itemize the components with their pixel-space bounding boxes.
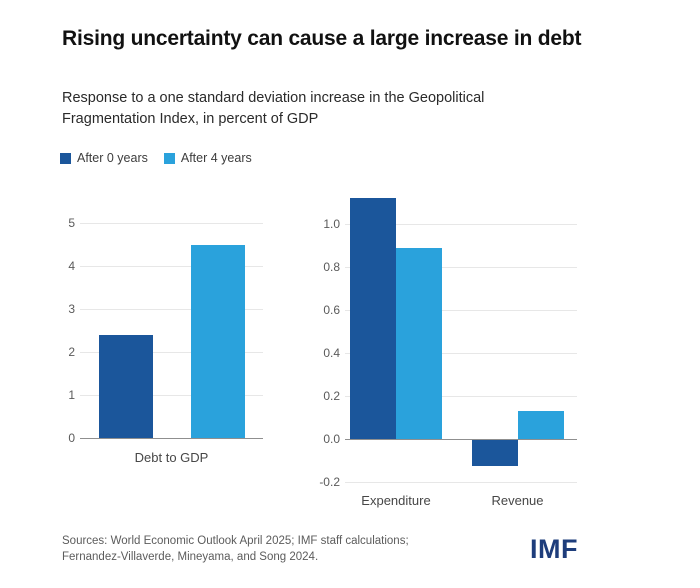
y-tick-label: 0.6 <box>323 303 340 317</box>
imf-logo: IMF <box>530 534 578 564</box>
bar-chart-expenditure-revenue: -0.2 0.0 0.2 0.4 0.6 0.8 1.0 Expenditure Revenue <box>300 190 592 520</box>
category-label: Debt to GDP <box>134 450 209 465</box>
gridline <box>345 310 577 311</box>
bar-revenue-s0 <box>471 440 518 466</box>
gridline <box>80 352 263 353</box>
y-tick-label: 0.2 <box>323 389 340 403</box>
legend-label: After 0 years <box>77 151 148 165</box>
page-title: Rising uncertainty can cause a large inc… <box>62 27 582 50</box>
source-line-1: Sources: World Economic Outlook April 20… <box>62 535 409 547</box>
y-tick-label: 3 <box>68 302 75 316</box>
bar-expenditure-s1 <box>396 247 442 439</box>
legend-swatch-light-blue <box>163 152 175 164</box>
bar-expenditure-s0 <box>350 198 396 439</box>
gridline <box>345 267 577 268</box>
source-note: Sources: World Economic Outlook April 20… <box>62 533 502 565</box>
bar-debt-to-gdp-s1 <box>190 244 245 438</box>
bar-debt-to-gdp-s0 <box>98 334 153 438</box>
category-label: Revenue <box>491 493 544 508</box>
chart-legend: After 0 years After 4 years <box>60 151 252 165</box>
gridline <box>345 353 577 354</box>
gridline <box>345 224 577 225</box>
category-label: Expenditure <box>361 493 431 508</box>
gridline <box>345 396 577 397</box>
gridline <box>80 395 263 396</box>
legend-item-after-0-years: After 0 years <box>60 151 148 165</box>
y-tick-label: 4 <box>68 259 75 273</box>
y-tick-label: 0 <box>68 431 75 445</box>
y-tick-label: 0.8 <box>323 260 340 274</box>
y-tick-label: 1 <box>68 388 75 402</box>
gridline <box>345 482 577 483</box>
bar-chart-debt-to-gdp: 0 1 2 3 4 5 Debt to GDP <box>55 198 290 483</box>
bar-revenue-s1 <box>517 411 564 439</box>
source-line-2: Fernandez-Villaverde, Mineyama, and Song… <box>62 551 319 563</box>
figure-title: Rising uncertainty can cause a large inc… <box>62 27 581 51</box>
legend-label: After 4 years <box>180 151 252 165</box>
legend-swatch-dark-blue <box>60 152 71 164</box>
zero-axis-line <box>345 439 577 440</box>
y-tick-label: 1.0 <box>323 217 340 231</box>
y-tick-label: 0.4 <box>323 346 340 360</box>
y-tick-label: -0.2 <box>319 475 340 489</box>
figure-subtitle: Response to a one standard deviation inc… <box>62 90 485 127</box>
gridline <box>80 223 263 224</box>
zero-axis-line <box>80 438 263 439</box>
y-tick-label: 0.0 <box>323 432 340 446</box>
y-tick-label: 5 <box>68 216 75 230</box>
y-tick-label: 2 <box>68 345 75 359</box>
gridline <box>80 266 263 267</box>
legend-item-after-4-years: After 4 years <box>163 151 252 165</box>
gridline <box>80 309 263 310</box>
